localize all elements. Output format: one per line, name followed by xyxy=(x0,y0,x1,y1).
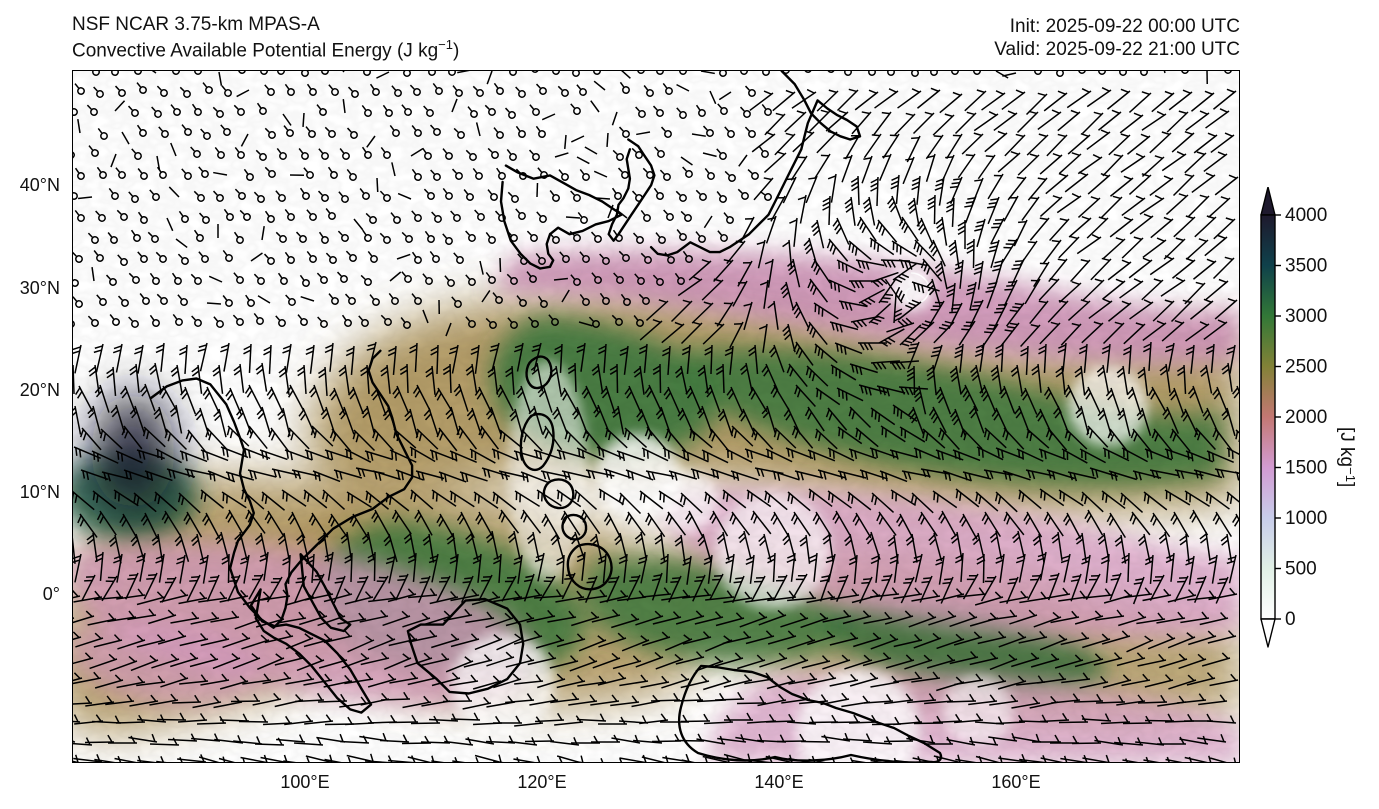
svg-text:[J kg−1]: [J kg−1] xyxy=(1336,427,1358,487)
svg-text:1000: 1000 xyxy=(1285,508,1327,529)
svg-text:4000: 4000 xyxy=(1285,205,1327,226)
svg-text:1500: 1500 xyxy=(1285,458,1327,479)
svg-text:2500: 2500 xyxy=(1285,357,1327,378)
svg-text:3500: 3500 xyxy=(1285,256,1327,277)
svg-text:3000: 3000 xyxy=(1285,306,1327,327)
svg-text:2000: 2000 xyxy=(1285,407,1327,428)
svg-text:500: 500 xyxy=(1285,559,1317,580)
svg-text:0: 0 xyxy=(1285,609,1296,630)
